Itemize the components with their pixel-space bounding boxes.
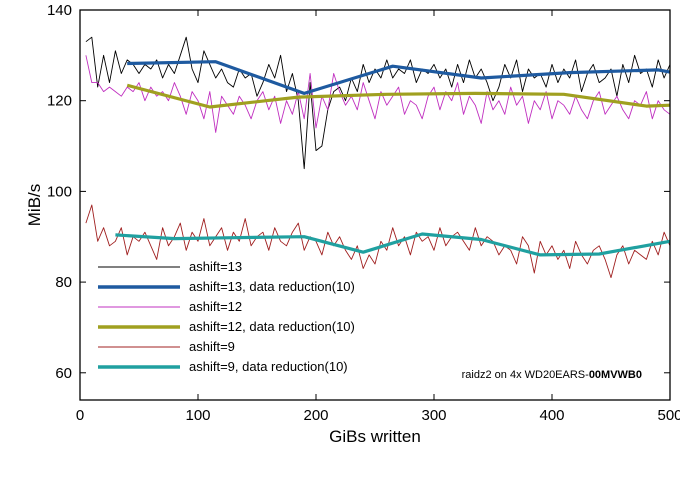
x-tick-label: 200 — [303, 407, 328, 424]
x-tick-label: 400 — [539, 407, 564, 424]
y-tick-label: 60 — [55, 365, 72, 382]
annotation-model: 00MVWB0 — [589, 369, 642, 381]
legend-label-0: ashift=13 — [189, 259, 242, 274]
annotation: raidz2 on 4x WD20EARS-00MVWB0 — [462, 369, 642, 381]
legend-label-3: ashift=12, data reduction(10) — [189, 319, 355, 334]
plot-frame — [79, 9, 671, 401]
axis-ticks: 0 100 200 300 400 500 60 80 100 120 140 — [47, 2, 680, 424]
x-tick-label: 500 — [657, 407, 680, 424]
series-line-2 — [85, 55, 671, 133]
legend-label-1: ashift=13, data reduction(10) — [189, 279, 355, 294]
series-layer — [85, 36, 671, 279]
x-tick-label: 0 — [76, 407, 84, 424]
annotation-prefix: raidz2 on 4x WD20EARS- — [462, 369, 589, 381]
legend: ashift=13 ashift=13, data reduction(10) as… — [98, 259, 355, 374]
legend-label-4: ashift=9 — [189, 339, 235, 354]
x-axis-title: GiBs written — [329, 427, 421, 446]
series-line-1 — [127, 60, 671, 96]
legend-label-5: ashift=9, data reduction(10) — [189, 359, 348, 374]
y-tick-label: 140 — [47, 2, 72, 19]
x-tick-label: 300 — [421, 407, 446, 424]
y-tick-label: 80 — [55, 274, 72, 291]
legend-label-2: ashift=12 — [189, 299, 242, 314]
y-axis-title: MiB/s — [25, 184, 44, 227]
y-tick-label: 120 — [47, 93, 72, 110]
series-line-0 — [85, 36, 671, 170]
series-line-5 — [115, 232, 671, 257]
series-line-3 — [126, 83, 671, 109]
y-tick-label: 100 — [47, 183, 72, 200]
x-tick-label: 100 — [185, 407, 210, 424]
